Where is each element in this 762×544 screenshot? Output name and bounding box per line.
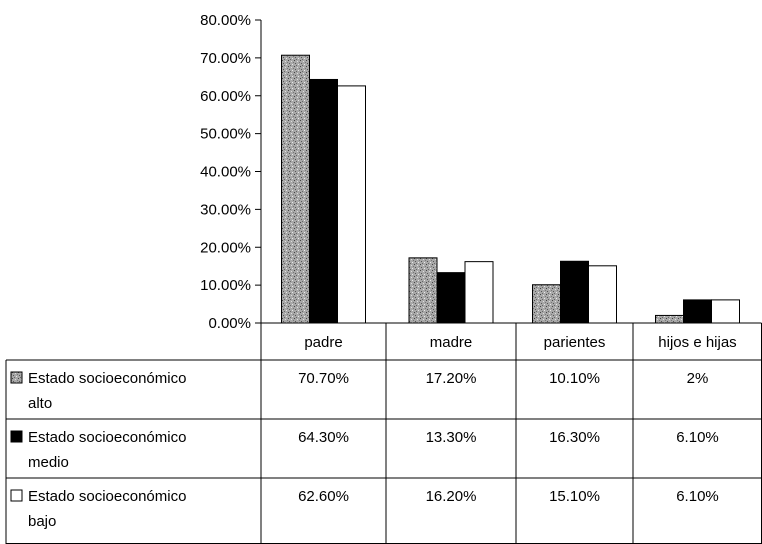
- y-tick-label: 30.00%: [200, 201, 251, 218]
- data-label: 2%: [687, 370, 709, 387]
- data-label: 64.30%: [298, 429, 349, 446]
- category-label: hijos e hijas: [658, 334, 736, 351]
- data-label: 15.10%: [549, 488, 600, 505]
- bar-alto: [281, 54, 310, 324]
- legend-swatch: [10, 371, 23, 384]
- y-tick-label: 40.00%: [200, 164, 251, 181]
- data-label: 10.10%: [549, 370, 600, 387]
- category-label: parientes: [544, 334, 606, 351]
- bar-alto: [655, 314, 684, 324]
- data-label: 6.10%: [676, 429, 719, 446]
- data-table: padre madre parientes hijos e hijas Estado s…: [5, 322, 762, 544]
- bars-layer: [281, 54, 740, 324]
- bar-medio: [683, 299, 712, 324]
- bar-medio: [309, 78, 338, 324]
- category-label: padre: [304, 334, 342, 351]
- data-label: 70.70%: [298, 370, 349, 387]
- axis-layer: 0.00% 10.00% 20.00% 30.00% 40.00% 50.00% 60.00…: [200, 12, 262, 332]
- y-tick-label: 50.00%: [200, 126, 251, 143]
- y-tick-label: 60.00%: [200, 88, 251, 105]
- data-label: 62.60%: [298, 488, 349, 505]
- legend-label-line2: alto: [28, 395, 52, 412]
- y-tick-label: 0.00%: [208, 315, 251, 332]
- bar-medio: [436, 272, 466, 324]
- legend-swatch: [10, 430, 23, 443]
- bar-medio: [560, 260, 589, 324]
- data-label: 16.20%: [426, 488, 477, 505]
- legend-label-line2: medio: [28, 454, 69, 471]
- y-tick-label: 20.00%: [200, 239, 251, 256]
- bar-bajo: [711, 299, 740, 324]
- legend-label: Estado socioeconómico: [28, 370, 186, 387]
- category-label: madre: [430, 334, 473, 351]
- bar-alto: [408, 257, 438, 324]
- y-tick-label: 10.00%: [200, 277, 251, 294]
- bar-bajo: [588, 265, 617, 324]
- y-tick-label: 70.00%: [200, 50, 251, 67]
- bar-alto: [532, 284, 561, 324]
- legend-label: Estado socioeconómico: [28, 488, 186, 505]
- data-label: 6.10%: [676, 488, 719, 505]
- y-tick-label: 80.00%: [200, 12, 251, 29]
- bar-bajo: [464, 261, 494, 324]
- bar-bajo: [337, 85, 366, 324]
- legend-swatch: [10, 489, 23, 502]
- data-label: 16.30%: [549, 429, 600, 446]
- data-label: 17.20%: [426, 370, 477, 387]
- legend-label: Estado socioeconómico: [28, 429, 186, 446]
- data-label: 13.30%: [426, 429, 477, 446]
- legend-label-line2: bajo: [28, 513, 56, 530]
